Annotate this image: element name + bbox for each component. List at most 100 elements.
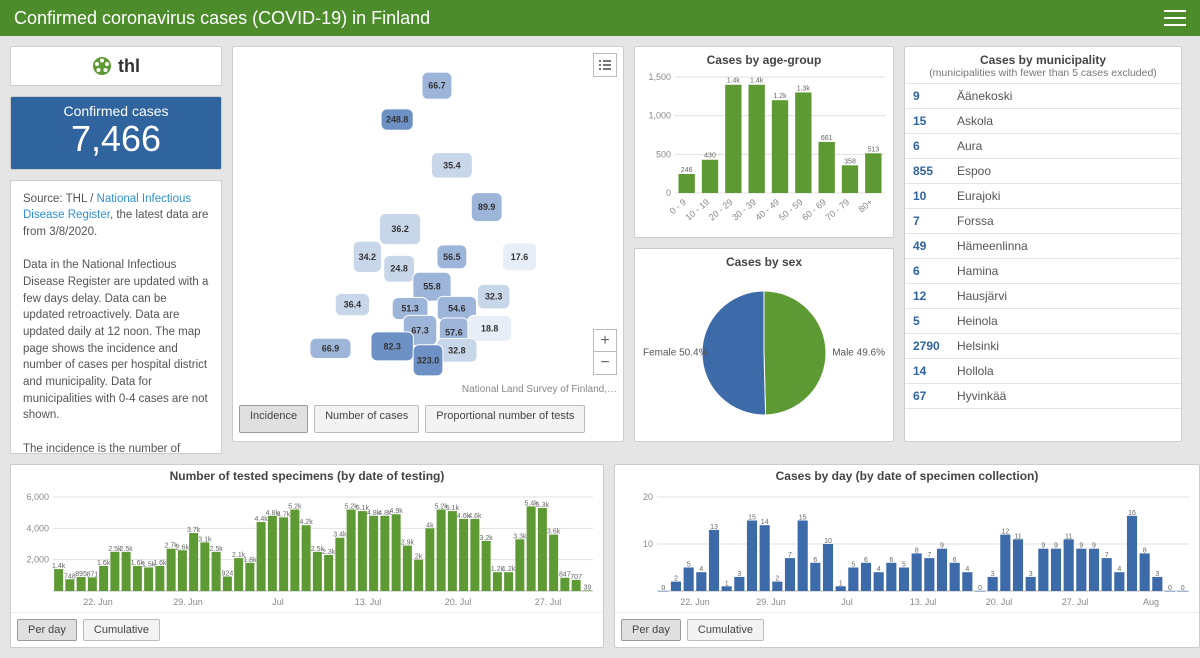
page-title: Confirmed coronavirus cases (COVID-19) i… xyxy=(14,8,430,29)
municipality-count: 12 xyxy=(913,289,957,303)
svg-text:4,000: 4,000 xyxy=(26,523,49,533)
svg-text:246: 246 xyxy=(681,167,693,174)
svg-text:430: 430 xyxy=(704,153,716,160)
tested-tab-cumulative[interactable]: Cumulative xyxy=(83,619,160,641)
municipalities-card: Cases by municipality (municipalities wi… xyxy=(904,46,1182,442)
svg-text:13. Jul: 13. Jul xyxy=(355,597,382,607)
svg-text:Jul: Jul xyxy=(841,597,853,607)
svg-text:10: 10 xyxy=(643,539,653,549)
svg-text:748: 748 xyxy=(64,573,76,580)
municipality-count: 49 xyxy=(913,239,957,253)
svg-text:15: 15 xyxy=(748,514,756,521)
tested-tab-per-day[interactable]: Per day xyxy=(17,619,77,641)
svg-text:51.3: 51.3 xyxy=(401,304,418,314)
svg-text:40 - 49: 40 - 49 xyxy=(753,197,781,223)
municipality-row[interactable]: 15Askola xyxy=(905,109,1181,134)
svg-text:8: 8 xyxy=(1143,547,1147,554)
svg-text:13. Jul: 13. Jul xyxy=(910,597,937,607)
municipality-row[interactable]: 7Forssa xyxy=(905,209,1181,234)
svg-text:2.3k: 2.3k xyxy=(322,549,336,556)
cases-bar-chart: 1020025413131514271561015646587964031211… xyxy=(619,489,1195,609)
sex-pie-chart xyxy=(694,283,834,423)
svg-text:895: 895 xyxy=(75,571,87,578)
municipality-name: Hollola xyxy=(957,364,994,378)
tested-specimens-card: Number of tested specimens (by date of t… xyxy=(10,464,604,648)
svg-text:27. Jul: 27. Jul xyxy=(535,597,562,607)
tab-number-of-cases[interactable]: Number of cases xyxy=(314,405,419,433)
svg-text:3.4k: 3.4k xyxy=(333,531,347,538)
svg-text:Aug: Aug xyxy=(1143,597,1159,607)
municipality-row[interactable]: 9Äänekoski xyxy=(905,84,1181,109)
svg-text:6: 6 xyxy=(889,556,893,563)
municipality-row[interactable]: 12Hausjärvi xyxy=(905,284,1181,309)
svg-text:3.2k: 3.2k xyxy=(480,534,494,541)
svg-text:0: 0 xyxy=(661,585,665,592)
municipality-count: 2790 xyxy=(913,339,957,353)
female-label: Female 50.4% xyxy=(643,348,707,359)
svg-text:29. Jun: 29. Jun xyxy=(756,597,786,607)
municipality-name: Hamina xyxy=(957,264,998,278)
cases-tab-cumulative[interactable]: Cumulative xyxy=(687,619,764,641)
svg-text:13: 13 xyxy=(710,523,718,530)
zoom-in-button[interactable]: + xyxy=(594,330,616,352)
municipality-name: Heinola xyxy=(957,314,998,328)
svg-text:4k: 4k xyxy=(426,522,434,529)
svg-text:0: 0 xyxy=(1181,585,1185,592)
svg-text:7: 7 xyxy=(788,552,792,559)
svg-text:66.7: 66.7 xyxy=(428,81,445,91)
municipalities-list[interactable]: 9Äänekoski15Askola6Aura855Espoo10Eurajok… xyxy=(905,84,1181,441)
svg-text:14: 14 xyxy=(761,519,769,526)
tab-proportional-tests[interactable]: Proportional number of tests xyxy=(425,405,585,433)
svg-text:5.1k: 5.1k xyxy=(446,505,460,512)
municipality-row[interactable]: 14Hollola xyxy=(905,359,1181,384)
svg-text:22. Jun: 22. Jun xyxy=(83,597,113,607)
svg-text:27. Jul: 27. Jul xyxy=(1062,597,1089,607)
municipality-name: Hämeenlinna xyxy=(957,239,1028,253)
svg-text:707: 707 xyxy=(570,574,582,581)
thl-logo-icon xyxy=(92,56,112,76)
cases-tab-per-day[interactable]: Per day xyxy=(621,619,681,641)
finland-map[interactable]: 66.7248.835.489.936.234.224.856.517.655.… xyxy=(233,47,623,399)
svg-text:6: 6 xyxy=(953,556,957,563)
municipality-name: Äänekoski xyxy=(957,89,1012,103)
svg-text:5: 5 xyxy=(902,561,906,568)
municipality-row[interactable]: 10Eurajoki xyxy=(905,184,1181,209)
svg-text:66.9: 66.9 xyxy=(322,343,339,353)
svg-text:1: 1 xyxy=(839,580,843,587)
svg-text:36.4: 36.4 xyxy=(344,300,361,310)
svg-text:56.5: 56.5 xyxy=(443,252,460,262)
menu-icon[interactable] xyxy=(1164,10,1186,26)
muni-subtitle: (municipalities with fewer than 5 cases … xyxy=(913,67,1173,79)
svg-text:3.3k: 3.3k xyxy=(513,533,527,540)
municipality-name: Askola xyxy=(957,114,993,128)
tab-incidence[interactable]: Incidence xyxy=(239,405,308,433)
zoom-out-button[interactable]: − xyxy=(594,352,616,374)
svg-text:20. Jul: 20. Jul xyxy=(986,597,1013,607)
municipality-name: Eurajoki xyxy=(957,189,1000,203)
svg-text:0: 0 xyxy=(1168,585,1172,592)
municipality-row[interactable]: 67Hyvinkää xyxy=(905,384,1181,409)
municipality-row[interactable]: 49Hämeenlinna xyxy=(905,234,1181,259)
municipality-row[interactable]: 6Hamina xyxy=(905,259,1181,284)
svg-text:11: 11 xyxy=(1014,533,1021,540)
description-card: Source: THL / National Infectious Diseas… xyxy=(10,180,222,454)
municipality-count: 855 xyxy=(913,164,957,178)
svg-text:6: 6 xyxy=(813,556,817,563)
muni-title: Cases by municipality xyxy=(913,53,1173,67)
svg-text:1,500: 1,500 xyxy=(648,72,671,82)
svg-text:2: 2 xyxy=(775,575,779,582)
logo-text: thl xyxy=(118,56,140,77)
svg-text:1.2k: 1.2k xyxy=(502,566,516,573)
svg-text:2k: 2k xyxy=(415,553,423,560)
male-label: Male 49.6% xyxy=(832,348,885,359)
map-legend-button[interactable] xyxy=(593,53,617,77)
municipality-row[interactable]: 855Espoo xyxy=(905,159,1181,184)
svg-text:55.8: 55.8 xyxy=(423,282,440,292)
municipality-row[interactable]: 6Aura xyxy=(905,134,1181,159)
logo: thl xyxy=(10,46,222,86)
tested-chart-title: Number of tested specimens (by date of t… xyxy=(11,469,603,483)
svg-text:67.3: 67.3 xyxy=(411,325,428,335)
municipality-row[interactable]: 5Heinola xyxy=(905,309,1181,334)
municipality-row[interactable]: 2790Helsinki xyxy=(905,334,1181,359)
svg-text:2.9k: 2.9k xyxy=(401,539,415,546)
